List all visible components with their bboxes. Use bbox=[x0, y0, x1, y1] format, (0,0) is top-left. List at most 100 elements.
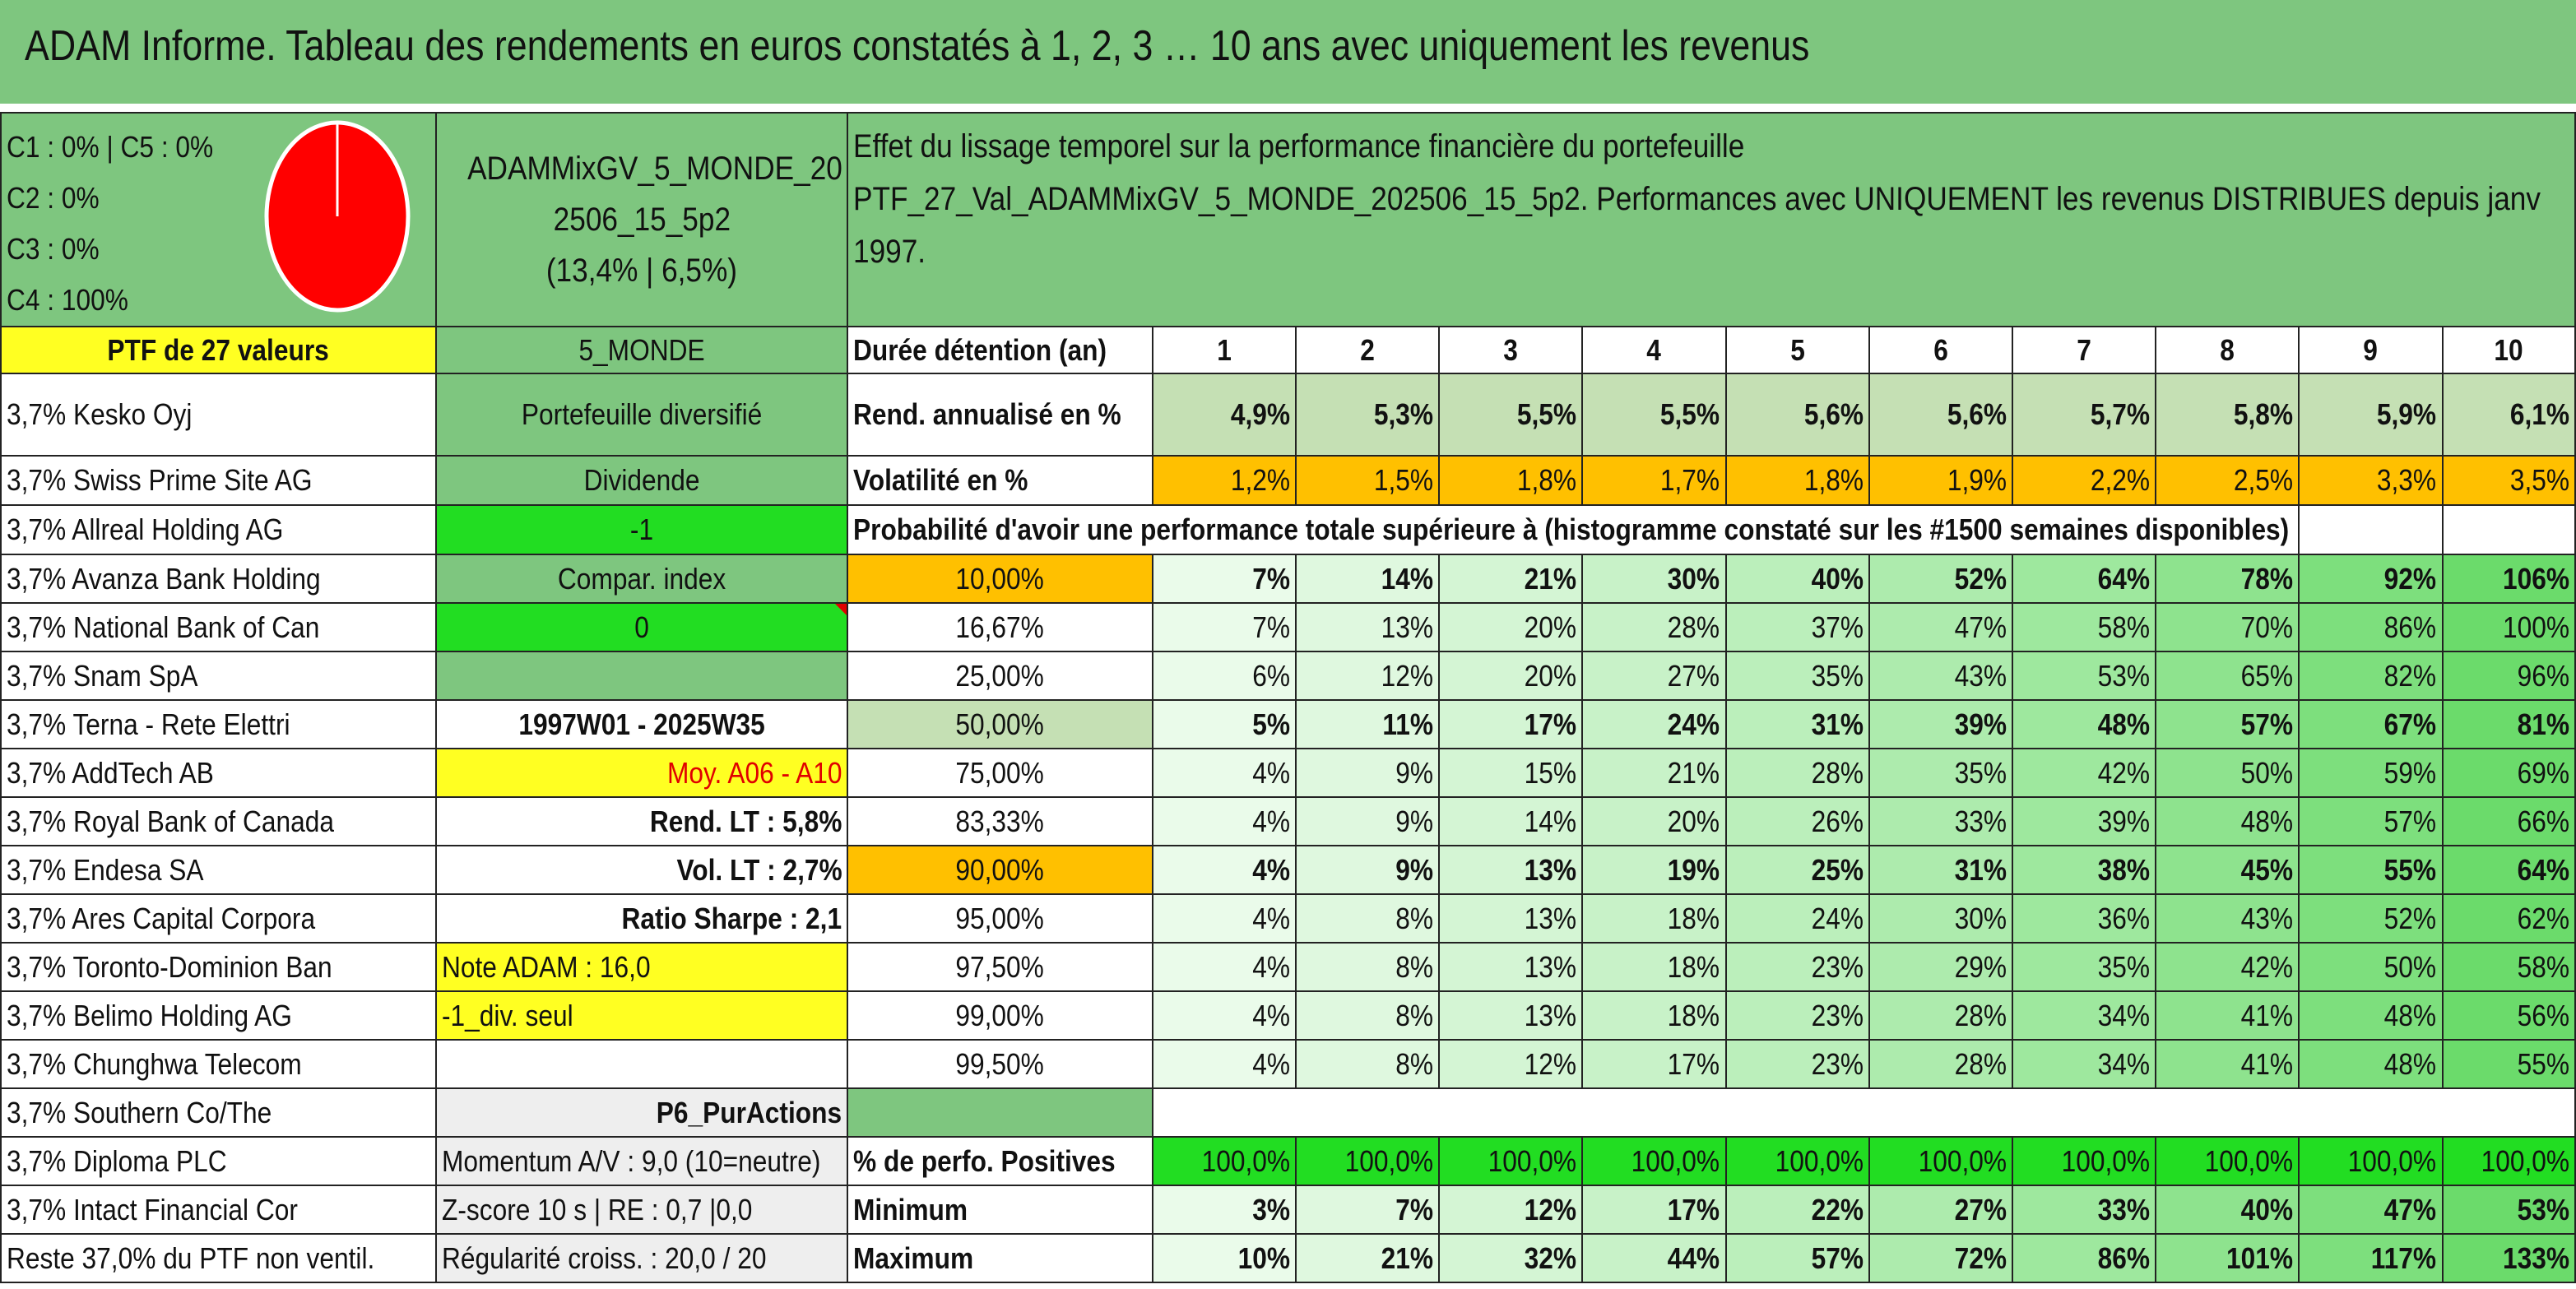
prob-value-y3-text: 13% bbox=[1524, 852, 1577, 887]
year-header-4: 4 bbox=[1581, 326, 1727, 374]
prob-value-y2-text: 12% bbox=[1381, 658, 1434, 693]
rend-y2: 5,3% bbox=[1294, 373, 1441, 457]
prob-value-y5-text: 35% bbox=[1811, 658, 1864, 693]
year-header-9: 9 bbox=[2298, 326, 2444, 374]
rend-y8-text: 5,8% bbox=[2234, 397, 2294, 431]
prob-value-y6-text: 28% bbox=[1954, 998, 2007, 1032]
probability-threshold-text: 95,00% bbox=[955, 901, 1045, 935]
rend-y3: 5,5% bbox=[1438, 373, 1584, 457]
prob-value-y10: 96% bbox=[2441, 651, 2576, 701]
prob-value-y4: 24% bbox=[1581, 699, 1727, 749]
portfolio-name-line1: ADAMMixGV_5_MONDE_20 bbox=[466, 151, 842, 187]
prob-value-y9-text: 50% bbox=[2384, 949, 2437, 984]
prob-value-y1-text: 4% bbox=[1252, 755, 1290, 790]
prob-value-y1: 4% bbox=[1151, 990, 1297, 1041]
year-header-5: 5 bbox=[1724, 326, 1870, 374]
prob-value-y5-text: 28% bbox=[1811, 755, 1864, 790]
portfolio-type: Portefeuille diversifié bbox=[434, 373, 849, 457]
rend-y1-text: 4,9% bbox=[1230, 397, 1290, 431]
title-banner: ADAM Informe. Tableau des rendements en … bbox=[0, 0, 2576, 107]
rend-y4-text: 5,5% bbox=[1660, 397, 1720, 431]
maximum-y1-text: 10% bbox=[1237, 1240, 1290, 1275]
holding-row: 3,7% Royal Bank of Canada bbox=[0, 796, 437, 846]
prob-value-y10-text: 106% bbox=[2502, 561, 2569, 596]
maximum-label-text: Maximum bbox=[853, 1240, 974, 1275]
prob-value-y4-text: 18% bbox=[1668, 949, 1720, 984]
probability-threshold: 99,00% bbox=[847, 990, 1153, 1041]
prob-value-y10-text: 69% bbox=[2517, 755, 2569, 790]
prob-value-y3: 20% bbox=[1438, 602, 1584, 652]
maximum-y8: 101% bbox=[2155, 1233, 2300, 1283]
prob-value-y10: 69% bbox=[2441, 748, 2576, 798]
prob-value-y6: 52% bbox=[1868, 554, 2013, 604]
positive-y9-text: 100,0% bbox=[2348, 1143, 2437, 1178]
maximum-y10-text: 133% bbox=[2502, 1240, 2569, 1275]
prob-value-y1: 4% bbox=[1151, 893, 1297, 944]
year-header-6: 6 bbox=[1868, 326, 2013, 374]
description-line2: PTF_27_Val_ADAMMixGV_5_MONDE_202506_15_5… bbox=[853, 181, 2541, 217]
rend-y5: 5,6% bbox=[1724, 373, 1870, 457]
prob-value-y9: 59% bbox=[2298, 748, 2444, 798]
div-seul-label: -1_div. seul bbox=[434, 990, 849, 1041]
maximum-y6-text: 72% bbox=[1954, 1240, 2007, 1275]
blank-band bbox=[1151, 1087, 2576, 1138]
positive-y2: 100,0% bbox=[1294, 1136, 1441, 1186]
rend-label-text: Rend. annualisé en % bbox=[853, 397, 1121, 431]
prob-value-y10-text: 62% bbox=[2517, 901, 2569, 935]
prob-value-y8: 78% bbox=[2155, 554, 2300, 604]
period-label-text: 1997W01 - 2025W35 bbox=[518, 707, 765, 741]
probability-header: Probabilité d'avoir une performance tota… bbox=[847, 504, 2300, 555]
adam-note-text: Note ADAM : 16,0 bbox=[441, 949, 651, 984]
empty-info-cell bbox=[434, 651, 849, 701]
prob-value-y1-text: 6% bbox=[1252, 658, 1290, 693]
prob-value-y10-text: 56% bbox=[2517, 998, 2569, 1032]
prob-value-y5: 28% bbox=[1724, 748, 1870, 798]
positive-label: % de perfo. Positives bbox=[847, 1136, 1153, 1186]
probability-threshold-text: 10,00% bbox=[955, 561, 1045, 596]
probability-header-text: Probabilité d'avoir une performance tota… bbox=[853, 512, 2290, 546]
maximum-y7: 86% bbox=[2011, 1233, 2157, 1283]
holding-row: 3,7% Southern Co/The bbox=[0, 1087, 437, 1138]
maximum-y4: 44% bbox=[1581, 1233, 1727, 1283]
minimum-y5: 22% bbox=[1724, 1185, 1870, 1235]
empty-info-cell bbox=[434, 1039, 849, 1089]
prob-value-y2-text: 8% bbox=[1395, 1046, 1434, 1081]
prob-value-y10: 81% bbox=[2441, 699, 2576, 749]
prob-value-y10: 58% bbox=[2441, 942, 2576, 992]
minimum-y9-text: 47% bbox=[2384, 1192, 2437, 1226]
prob-value-y2-text: 9% bbox=[1395, 852, 1434, 887]
table-row: 3,7% Endesa SA Vol. LT : 2,7% 90,00% 4% 9% 13… bbox=[0, 845, 2576, 895]
prob-value-y2-text: 8% bbox=[1395, 901, 1434, 935]
maximum-y9-text: 117% bbox=[2371, 1240, 2437, 1275]
probability-threshold-text: 97,50% bbox=[955, 949, 1045, 984]
prob-value-y6: 33% bbox=[1868, 796, 2013, 846]
prob-value-y10: 64% bbox=[2441, 845, 2576, 895]
vol-y6-text: 1,9% bbox=[1947, 463, 2007, 497]
prob-value-y1-text: 4% bbox=[1252, 998, 1290, 1032]
prob-value-y8-text: 41% bbox=[2240, 998, 2294, 1032]
prob-value-y1: 6% bbox=[1151, 651, 1297, 701]
holding-row-text: 3,7% Endesa SA bbox=[7, 852, 204, 887]
positive-y3-text: 100,0% bbox=[1488, 1143, 1577, 1178]
prob-value-y7: 34% bbox=[2011, 1039, 2157, 1089]
prob-value-y9: 82% bbox=[2298, 651, 2444, 701]
table-row: 3,7% Snam SpA 25,00% 6% 12% 20% 27% 35% 43% 53% 6… bbox=[0, 651, 2576, 701]
prob-value-y4-text: 30% bbox=[1668, 561, 1720, 596]
prob-value-y7-text: 48% bbox=[2097, 707, 2151, 741]
prob-value-y2-text: 8% bbox=[1395, 949, 1434, 984]
year-header-8: 8 bbox=[2155, 326, 2300, 374]
prob-value-y8: 57% bbox=[2155, 699, 2300, 749]
prob-value-y6: 30% bbox=[1868, 893, 2013, 944]
prob-value-y2: 8% bbox=[1294, 942, 1441, 992]
prob-value-y7: 64% bbox=[2011, 554, 2157, 604]
prob-value-y1-text: 7% bbox=[1252, 561, 1290, 596]
holding-row: 3,7% Avanza Bank Holding bbox=[0, 554, 437, 604]
prob-value-y8-text: 48% bbox=[2240, 804, 2294, 838]
prob-value-y9-text: 92% bbox=[2384, 561, 2437, 596]
prob-value-y5-text: 23% bbox=[1811, 998, 1864, 1032]
prob-value-y4-text: 28% bbox=[1668, 610, 1720, 644]
minimum-y4-text: 17% bbox=[1668, 1192, 1720, 1226]
holding-row: Reste 37,0% du PTF non ventil. bbox=[0, 1233, 437, 1283]
prob-value-y4: 30% bbox=[1581, 554, 1727, 604]
prob-value-y6-text: 28% bbox=[1954, 1046, 2007, 1081]
